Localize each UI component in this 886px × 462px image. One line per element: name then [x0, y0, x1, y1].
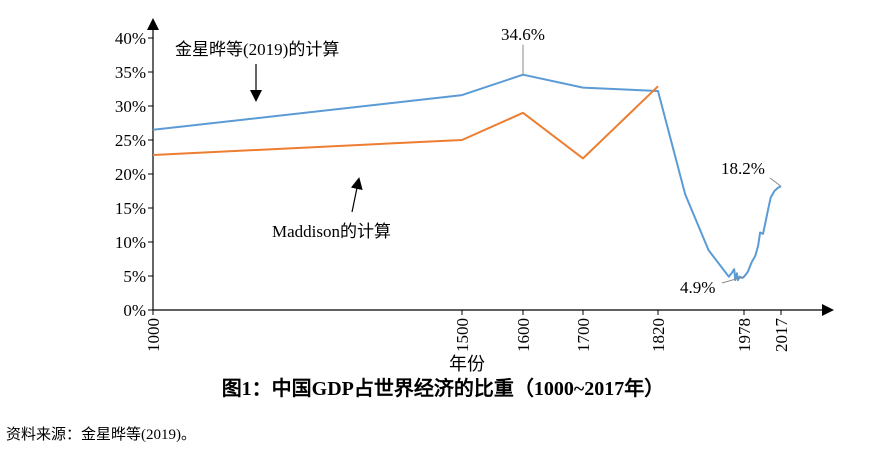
x-axis-ticks: 1000 1500 1600 1700 1820 1978 2017 [144, 310, 791, 352]
annotation-end: 18.2% [721, 159, 765, 178]
annotations: 金星晔等(2019)的计算 Maddison的计算 34.6% 18.2% 4.9% [175, 25, 782, 297]
series-label-jin: 金星晔等(2019)的计算 [175, 40, 339, 59]
x-tick-label: 1700 [574, 318, 593, 352]
series-line-1 [152, 85, 659, 160]
callout-line-end [769, 177, 782, 187]
annotation-peak: 34.6% [501, 25, 545, 44]
chart: 0% 5% 10% 15% 20% 25% 30% 35% 40% 1000 1500 1600 17… [115, 18, 834, 372]
series-line-0 [152, 73, 782, 282]
y-tick-label: 5% [123, 267, 146, 286]
y-tick-label: 10% [115, 233, 146, 252]
x-axis-title: 年份 [449, 354, 485, 372]
y-tick-label: 0% [123, 301, 146, 320]
y-tick-label: 25% [115, 131, 146, 150]
y-tick-label: 40% [115, 29, 146, 48]
x-tick-label: 1978 [735, 318, 754, 352]
series-label-maddison: Maddison的计算 [272, 222, 391, 241]
y-tick-label: 15% [115, 199, 146, 218]
series-layer [152, 73, 782, 282]
callout-line-low [721, 276, 745, 284]
y-tick-label: 30% [115, 97, 146, 116]
x-tick-label: 1600 [514, 318, 533, 352]
y-tick-label: 20% [115, 165, 146, 184]
y-axis-ticks: 0% 5% 10% 15% 20% 25% 30% 35% 40% [115, 29, 153, 320]
x-tick-label: 1000 [144, 318, 163, 352]
x-tick-label: 2017 [772, 318, 791, 353]
arrow-to-maddison-series [350, 177, 363, 213]
x-tick-label: 1500 [453, 318, 472, 352]
y-tick-label: 35% [115, 63, 146, 82]
source-note: 资料来源：金星晔等(2019)。 [6, 427, 196, 443]
annotation-low: 4.9% [680, 278, 715, 297]
x-tick-label: 1820 [649, 318, 668, 352]
figure-title: 图1：中国GDP占世界经济的比重（1000~2017年） [221, 378, 665, 400]
